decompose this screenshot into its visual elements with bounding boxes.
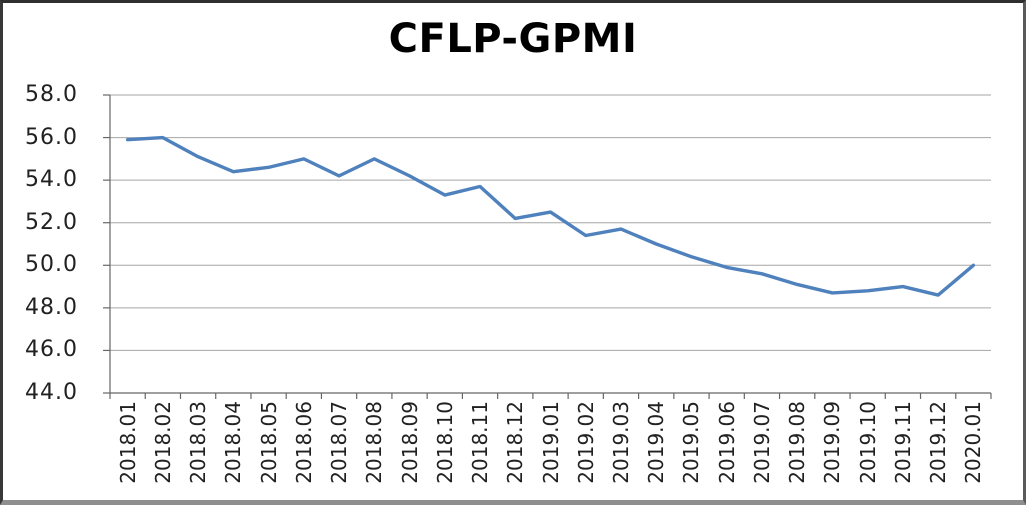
x-axis-tick-label: 2019.06 [714, 401, 739, 484]
x-axis-tick-label: 2018.04 [221, 401, 246, 484]
x-axis-tick-label: 2019.02 [573, 401, 598, 484]
x-axis-tick-label: 2018.07 [327, 401, 352, 484]
x-axis-tick-label: 2018.09 [397, 401, 422, 484]
x-axis-tick-label: 2019.09 [820, 401, 845, 484]
x-axis-tick-label: 2018.02 [150, 401, 175, 484]
x-axis-tick-label: 2019.07 [749, 401, 774, 484]
y-axis-tick-label: 48.0 [25, 294, 78, 320]
x-axis-tick-label: 2018.01 [115, 401, 140, 484]
y-axis-tick-label: 54.0 [25, 167, 78, 193]
x-axis-tick-label: 2019.11 [890, 401, 915, 484]
chart-title: CFLP-GPMI [388, 16, 638, 62]
x-axis-tick-label: 2019.08 [785, 401, 810, 484]
x-axis-tick-label: 2019.04 [644, 401, 669, 484]
y-axis-tick-label: 50.0 [25, 252, 78, 278]
x-axis-tick-label: 2019.10 [855, 401, 880, 484]
y-axis-tick-label: 44.0 [25, 380, 78, 405]
x-axis-tick-label: 2018.11 [468, 401, 493, 484]
x-axis-tick-label: 2018.08 [362, 401, 387, 484]
y-axis-tick-label: 56.0 [25, 124, 78, 150]
x-axis-tick-label: 2018.03 [186, 401, 211, 484]
x-axis-tick-label: 2019.12 [926, 401, 951, 484]
x-axis-tick-label: 2019.01 [538, 401, 563, 484]
x-axis-tick-label: 2019.03 [608, 401, 633, 484]
y-axis-tick-label: 58.0 [25, 82, 78, 107]
y-axis-tick-label: 46.0 [25, 337, 78, 363]
x-axis-tick-label: 2018.10 [432, 401, 457, 484]
x-axis-tick-label: 2018.05 [256, 401, 281, 484]
y-axis-tick-label: 52.0 [25, 209, 78, 235]
data-series-line [125, 135, 976, 297]
x-axis-tick-label: 2018.06 [291, 401, 316, 484]
x-axis-tick-label: 2020.01 [961, 401, 986, 484]
x-axis-tick-label: 2019.05 [679, 401, 704, 484]
x-axis-tick-label: 2018.12 [503, 401, 528, 484]
